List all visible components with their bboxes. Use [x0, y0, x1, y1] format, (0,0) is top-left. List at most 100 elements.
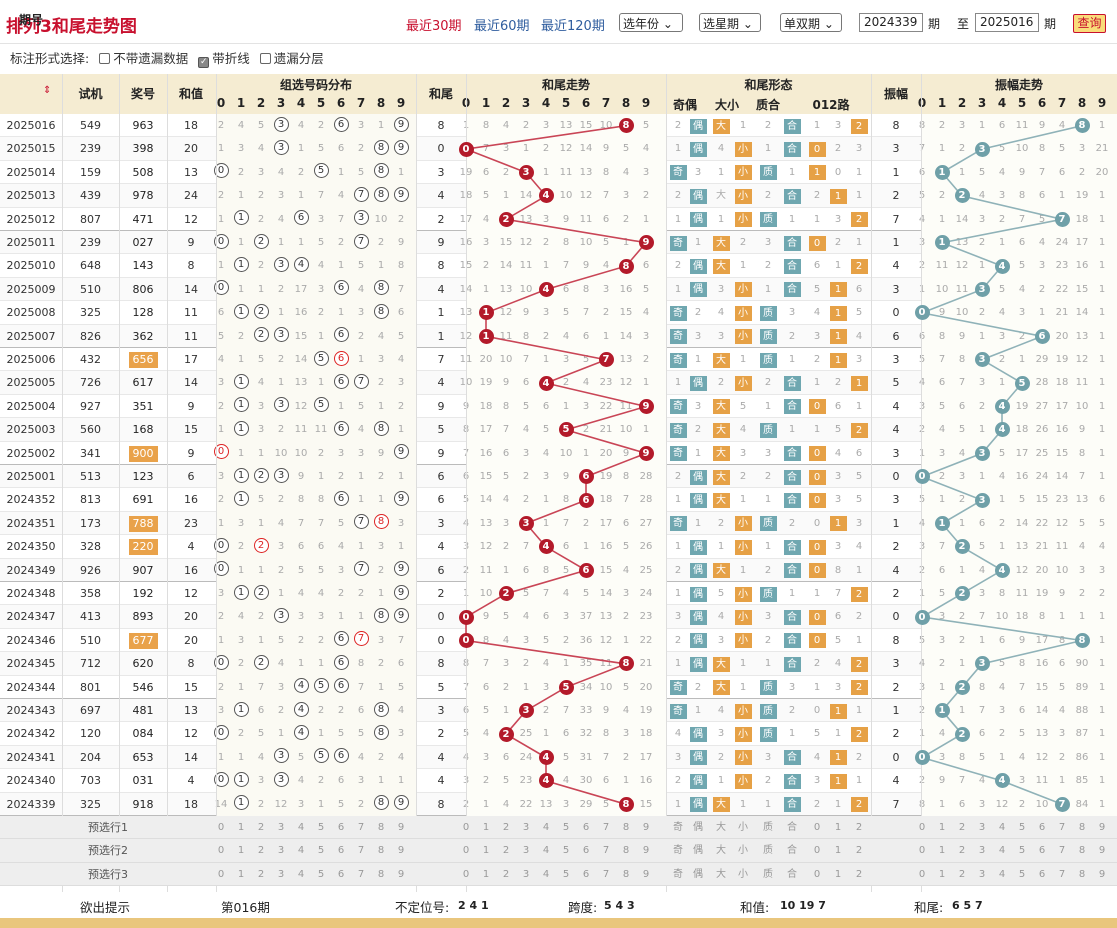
preselect-digit[interactable]: 6	[337, 868, 345, 880]
from-period-input[interactable]: 2024339	[859, 13, 923, 32]
preselect-digit[interactable]: 8	[622, 868, 630, 880]
preselect-digit[interactable]: 5	[1018, 822, 1026, 833]
preselect-digit[interactable]: 9	[397, 845, 405, 857]
preselect-digit[interactable]: 1	[482, 845, 490, 857]
preselect-digit[interactable]: 4	[542, 822, 550, 833]
preselect-digit[interactable]: 2	[257, 868, 265, 880]
tab-recent-60[interactable]: 最近60期	[474, 19, 530, 34]
preselect-digit[interactable]: 8	[1078, 868, 1086, 880]
preselect-form[interactable]: 小	[738, 868, 748, 880]
preselect-digit[interactable]: 3	[277, 822, 285, 833]
preselect-form[interactable]: 大	[716, 868, 726, 880]
preselect-digit[interactable]: 4	[297, 845, 305, 857]
preselect-form[interactable]: 0	[813, 868, 821, 880]
preselect-digit[interactable]: 9	[397, 868, 405, 880]
preselect-digit[interactable]: 2	[502, 868, 510, 880]
weekday-select[interactable]: 选星期 ⌄	[699, 13, 761, 32]
preselect-digit[interactable]: 0	[918, 868, 926, 880]
preselect-row[interactable]: 预选行3 0 1 2 3 4 5 6 7 8 9 0 1 2 3 4 5 6 7 8 9 0 1 2 3 4 5 6 7 8 9 奇偶大小质合…	[0, 862, 1117, 887]
preselect-form[interactable]: 质	[763, 845, 773, 857]
preselect-digit[interactable]: 0	[918, 822, 926, 833]
preselect-digit[interactable]: 0	[462, 845, 470, 857]
preselect-digit[interactable]: 3	[978, 868, 986, 880]
preselect-digit[interactable]: 8	[377, 868, 385, 880]
preselect-digit[interactable]: 8	[1078, 845, 1086, 857]
preselect-digit[interactable]: 6	[582, 822, 590, 833]
preselect-digit[interactable]: 9	[1098, 868, 1106, 880]
checkbox-no-omission[interactable]	[99, 53, 111, 64]
preselect-form[interactable]: 2	[855, 822, 863, 833]
preselect-form[interactable]: 2	[855, 868, 863, 880]
preselect-digit[interactable]: 5	[317, 868, 325, 880]
preselect-digit[interactable]: 5	[562, 845, 570, 857]
preselect-row[interactable]: 预选行2 0 1 2 3 4 5 6 7 8 9 0 1 2 3 4 5 6 7 8 9 0 1 2 3 4 5 6 7 8 9 奇偶大小质合…	[0, 839, 1117, 863]
preselect-digit[interactable]: 2	[958, 868, 966, 880]
preselect-digit[interactable]: 2	[958, 845, 966, 857]
preselect-digit[interactable]: 7	[602, 822, 610, 833]
preselect-digit[interactable]: 5	[317, 845, 325, 857]
tab-recent-120[interactable]: 最近120期	[541, 19, 605, 34]
preselect-form[interactable]: 奇	[673, 845, 683, 857]
preselect-digit[interactable]: 7	[1058, 822, 1066, 833]
preselect-digit[interactable]: 4	[542, 845, 550, 857]
preselect-form[interactable]: 偶	[693, 868, 703, 880]
preselect-digit[interactable]: 5	[1018, 868, 1026, 880]
preselect-form[interactable]: 质	[763, 868, 773, 880]
preselect-digit[interactable]: 1	[938, 822, 946, 833]
preselect-digit[interactable]: 7	[357, 868, 365, 880]
parity-select[interactable]: 单双期 ⌄	[780, 13, 842, 32]
preselect-form[interactable]: 大	[716, 845, 726, 857]
preselect-digit[interactable]: 1	[237, 845, 245, 857]
preselect-digit[interactable]: 2	[502, 822, 510, 833]
year-select[interactable]: 选年份 ⌄	[619, 13, 683, 32]
preselect-digit[interactable]: 6	[1038, 845, 1046, 857]
preselect-form[interactable]: 奇	[673, 868, 683, 880]
preselect-digit[interactable]: 4	[297, 868, 305, 880]
preselect-form[interactable]: 合	[787, 822, 797, 833]
preselect-digit[interactable]: 9	[1098, 845, 1106, 857]
preselect-form[interactable]: 1	[834, 845, 842, 857]
checkbox-omission-layer[interactable]	[259, 53, 271, 64]
tab-recent-30[interactable]: 最近30期	[406, 19, 462, 34]
preselect-digit[interactable]: 5	[1018, 845, 1026, 857]
preselect-row[interactable]: 预选行1 0 1 2 3 4 5 6 7 8 9 0 1 2 3 4 5 6 7 8 9 0 1 2 3 4 5 6 7 8 9 奇偶大小质合…	[0, 816, 1117, 840]
preselect-digit[interactable]: 3	[978, 845, 986, 857]
preselect-digit[interactable]: 2	[502, 845, 510, 857]
preselect-digit[interactable]: 8	[377, 845, 385, 857]
preselect-digit[interactable]: 6	[582, 868, 590, 880]
checkbox-with-line[interactable]: ✓	[198, 57, 210, 68]
preselect-digit[interactable]: 5	[562, 822, 570, 833]
preselect-form[interactable]: 偶	[693, 822, 703, 833]
preselect-digit[interactable]: 3	[522, 868, 530, 880]
preselect-digit[interactable]: 0	[217, 845, 225, 857]
preselect-digit[interactable]: 0	[217, 868, 225, 880]
preselect-digit[interactable]: 9	[642, 822, 650, 833]
preselect-digit[interactable]: 6	[1038, 822, 1046, 833]
preselect-digit[interactable]: 6	[1038, 868, 1046, 880]
preselect-digit[interactable]: 3	[522, 845, 530, 857]
preselect-digit[interactable]: 5	[562, 868, 570, 880]
preselect-digit[interactable]: 5	[317, 822, 325, 833]
preselect-form[interactable]: 奇	[673, 822, 683, 833]
preselect-form[interactable]: 小	[738, 845, 748, 857]
preselect-digit[interactable]: 6	[337, 845, 345, 857]
preselect-digit[interactable]: 7	[1058, 845, 1066, 857]
preselect-form[interactable]: 合	[787, 845, 797, 857]
preselect-form[interactable]: 1	[834, 822, 842, 833]
preselect-digit[interactable]: 4	[998, 845, 1006, 857]
preselect-digit[interactable]: 3	[522, 822, 530, 833]
preselect-digit[interactable]: 1	[482, 868, 490, 880]
period-header[interactable]: 期号	[18, 13, 43, 27]
preselect-form[interactable]: 偶	[693, 845, 703, 857]
preselect-digit[interactable]: 7	[357, 822, 365, 833]
preselect-digit[interactable]: 8	[622, 822, 630, 833]
preselect-digit[interactable]: 4	[998, 868, 1006, 880]
preselect-digit[interactable]: 9	[642, 845, 650, 857]
preselect-digit[interactable]: 0	[918, 845, 926, 857]
preselect-digit[interactable]: 4	[297, 822, 305, 833]
preselect-digit[interactable]: 0	[462, 868, 470, 880]
preselect-digit[interactable]: 3	[978, 822, 986, 833]
preselect-form[interactable]: 1	[834, 868, 842, 880]
preselect-digit[interactable]: 9	[397, 822, 405, 833]
query-button[interactable]: 查询	[1073, 14, 1106, 33]
